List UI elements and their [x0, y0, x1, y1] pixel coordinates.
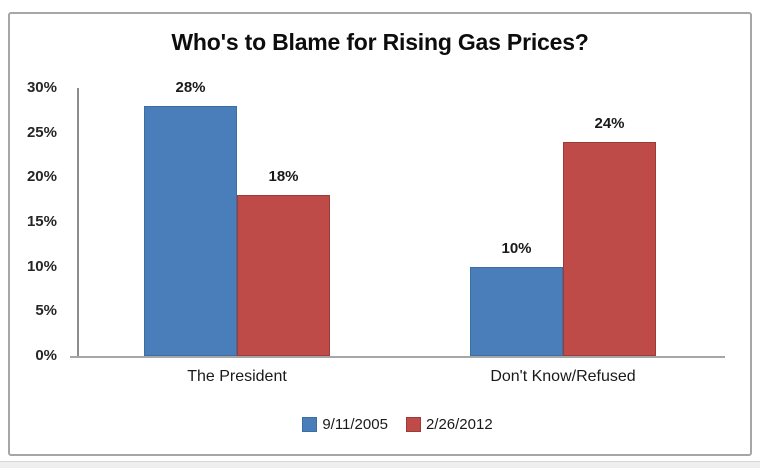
y-tick-label: 0% — [35, 347, 57, 364]
page-bottom-strip — [0, 461, 760, 468]
legend-label: 9/11/2005 — [322, 416, 388, 433]
bar-2/26/2012 — [563, 142, 656, 356]
category-label-the-president: The President — [187, 368, 287, 385]
bar-9/11/2005 — [470, 267, 563, 356]
legend: 9/11/2005 2/26/2012 — [70, 416, 725, 433]
y-tick-label: 10% — [26, 258, 57, 275]
chart-area: Who's to Blame for Rising Gas Prices? 30… — [10, 14, 750, 454]
legend-label: 2/26/2012 — [425, 416, 493, 433]
category-label-dont-know-refused: Don't Know/Refused — [490, 368, 636, 385]
y-tick-label: 15% — [26, 213, 57, 230]
chart-frame: Who's to Blame for Rising Gas Prices? 30… — [8, 12, 752, 456]
data-label: 24% — [594, 115, 625, 132]
legend-swatch-red-icon — [405, 417, 421, 432]
data-label: 18% — [268, 168, 299, 185]
y-axis-line — [77, 88, 79, 358]
y-tick-label: 20% — [26, 168, 57, 185]
y-tick-label: 5% — [35, 302, 57, 319]
legend-item: 9/11/2005 — [302, 416, 388, 433]
y-tick-label: 25% — [26, 124, 57, 141]
y-tick-label: 30% — [26, 79, 57, 96]
bar-9/11/2005 — [144, 106, 237, 356]
data-label: 28% — [175, 79, 206, 96]
data-label: 10% — [501, 240, 532, 257]
bar-2/26/2012 — [237, 195, 330, 356]
plot-area: 28% 10% 18% 24% — [77, 79, 725, 356]
legend-swatch-blue-icon — [302, 417, 318, 432]
x-axis-line — [70, 356, 725, 358]
chart-title: Who's to Blame for Rising Gas Prices? — [171, 29, 589, 55]
legend-item: 2/26/2012 — [405, 416, 493, 433]
